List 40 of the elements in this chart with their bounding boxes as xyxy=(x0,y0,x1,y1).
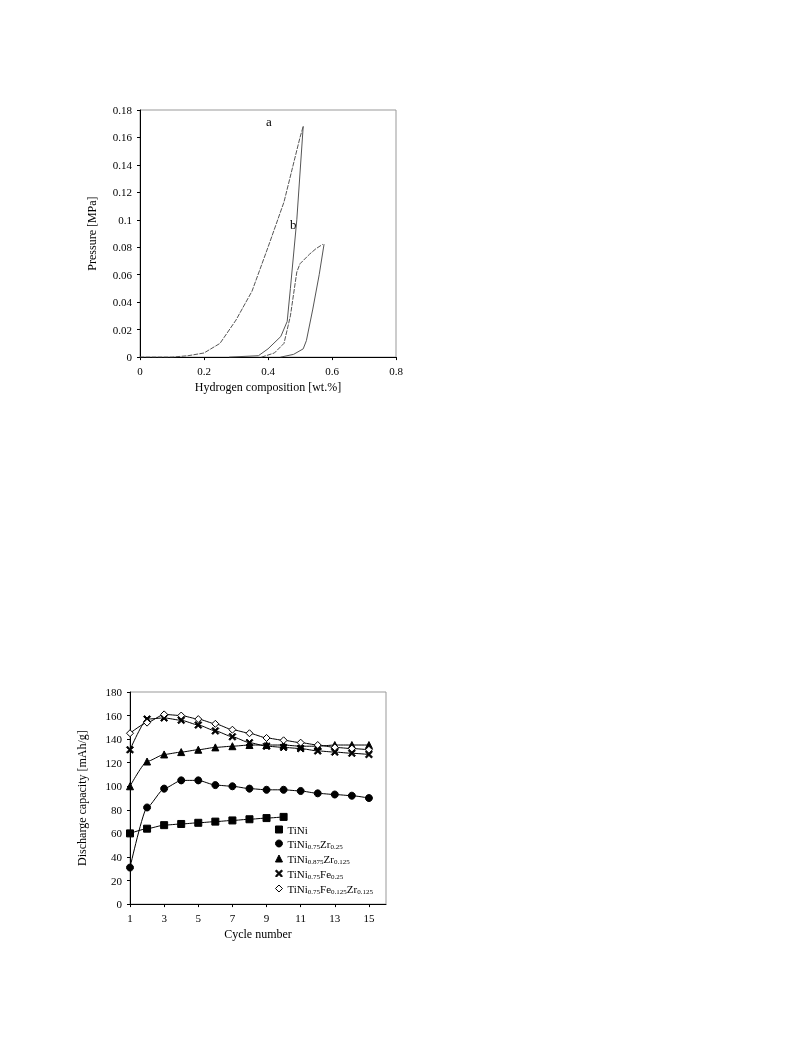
y-axis-title: Discharge capacity [mAh/g] xyxy=(75,730,89,866)
x-tick-label: 0 xyxy=(137,364,144,377)
x-tick-label: 0.6 xyxy=(325,364,340,377)
y-tick-label: 60 xyxy=(111,827,123,840)
annotation: b xyxy=(290,217,297,232)
y-tick-label: 0.08 xyxy=(112,241,133,254)
x-tick-label: 7 xyxy=(229,911,236,924)
x-tick-label: 1 xyxy=(127,911,133,924)
y-tick-label: 0.12 xyxy=(112,186,132,199)
y-tick-label: 0.02 xyxy=(112,323,132,336)
y-axis-title: Pressure [MPa] xyxy=(85,196,99,271)
y-tick-label: 160 xyxy=(105,709,123,722)
y-tick-label: 0 xyxy=(116,898,123,911)
x-tick-label: 0.4 xyxy=(261,364,276,377)
x-tick-label: 5 xyxy=(195,911,202,924)
y-tick-label: 0.06 xyxy=(112,268,133,281)
y-tick-label: 100 xyxy=(105,780,123,793)
y-tick-label: 0.14 xyxy=(112,158,133,171)
y-tick-label: 120 xyxy=(105,756,123,769)
x-axis-title: Cycle number xyxy=(224,927,292,941)
x-tick-label: 15 xyxy=(363,911,375,924)
y-tick-label: 0 xyxy=(126,351,133,364)
legend-label: TiNi xyxy=(287,823,308,836)
x-tick-label: 13 xyxy=(329,911,341,924)
y-tick-label: 0.04 xyxy=(112,296,133,309)
y-tick-label: 40 xyxy=(111,850,123,863)
y-tick-label: 20 xyxy=(111,874,123,887)
y-tick-label: 0.1 xyxy=(118,213,132,226)
y-tick-label: 0.18 xyxy=(112,104,133,116)
annotation: a xyxy=(266,114,272,129)
x-tick-label: 0.2 xyxy=(197,364,211,377)
x-tick-label: 3 xyxy=(161,911,168,924)
x-tick-label: 11 xyxy=(295,911,306,924)
y-tick-label: 140 xyxy=(105,733,123,746)
x-tick-label: 0.8 xyxy=(389,364,404,377)
x-tick-label: 9 xyxy=(263,911,270,924)
y-tick-label: 0.16 xyxy=(112,131,133,144)
y-tick-label: 180 xyxy=(105,686,123,698)
y-tick-label: 80 xyxy=(111,803,123,816)
x-axis-title: Hydrogen composition [wt.%] xyxy=(194,380,342,394)
